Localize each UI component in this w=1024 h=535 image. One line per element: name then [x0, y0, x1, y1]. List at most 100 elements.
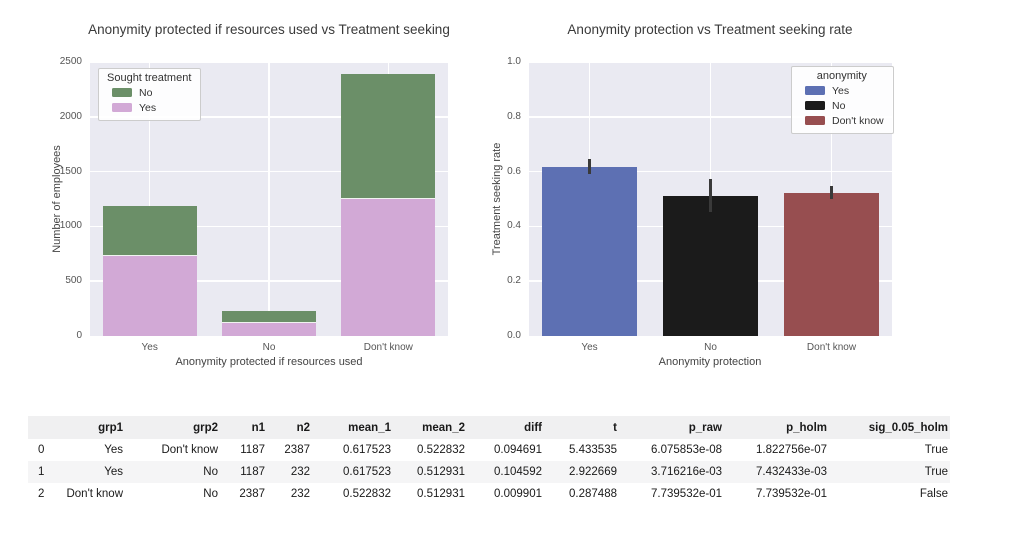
table-cell: No — [203, 488, 218, 500]
mean-bar — [784, 192, 879, 336]
right-legend-title: anonymity — [816, 70, 867, 82]
table-cell: 7.739532e-01 — [756, 488, 827, 500]
legend-label: No — [832, 99, 846, 112]
y-tick-label: 1000 — [59, 220, 82, 232]
y-tick-label: 500 — [65, 275, 82, 287]
column-header: diff — [467, 416, 544, 439]
column-header: mean_2 — [393, 416, 467, 439]
y-tick-label: 2000 — [59, 110, 82, 122]
column-header: mean_1 — [312, 416, 393, 439]
table-cell: 232 — [267, 461, 312, 483]
right-chart-ylabel: Treatment seeking rate — [491, 142, 503, 256]
row-index: 2 — [38, 488, 45, 500]
table-row: 0 Yes Don't know 1187 2387 0.617523 0.522832 0.… — [28, 439, 950, 461]
column-header: sig_0.05_holm — [829, 416, 950, 439]
legend-entry: Yes — [800, 83, 884, 98]
table-cell: 2387 — [284, 444, 310, 456]
right-chart-xlabel: Anonymity protection — [658, 356, 762, 368]
column-header — [28, 416, 58, 439]
table-cell: 2387 — [239, 488, 265, 500]
mean-bar — [542, 166, 637, 336]
row-index: 1 — [28, 461, 58, 483]
column-header: p_holm — [724, 416, 829, 439]
bar-segment-yes — [102, 255, 197, 336]
column-header: grp1 — [58, 416, 125, 439]
legend-swatch — [112, 103, 132, 112]
x-tick-label: Yes — [581, 342, 598, 353]
mean-bar — [663, 195, 758, 336]
error-bar — [588, 159, 591, 175]
table-cell: True — [924, 444, 948, 456]
error-bar — [709, 178, 712, 212]
right-chart-title: Anonymity protection vs Treatment seekin… — [567, 22, 853, 37]
table-row: 1 Yes No 1187 232 0.617523 0.512931 0.104592 2.9… — [28, 461, 950, 483]
column-header: t — [544, 416, 619, 439]
x-tick-label: No — [262, 342, 276, 353]
bar-segment-no — [222, 310, 316, 323]
y-tick-label: 0.2 — [507, 275, 521, 287]
column-header: n1 — [220, 416, 267, 439]
x-tick-label: No — [704, 342, 717, 353]
bar-segment-no — [102, 205, 197, 256]
legend-swatch — [805, 101, 825, 110]
table-row: 2 Don't know No 2387 232 0.522832 0.512931 0.00… — [28, 483, 950, 505]
table-cell: 232 — [290, 488, 310, 500]
bar-segment-no — [341, 74, 436, 200]
legend-entry: No — [800, 98, 884, 113]
left-chart-plot-area — [90, 61, 448, 336]
y-tick-label: 1500 — [59, 165, 82, 177]
x-tick-label: Don't know — [363, 342, 413, 353]
x-tick-label: Yes — [141, 342, 158, 353]
table-cell: Don't know — [66, 488, 123, 500]
table-cell: 7.739532e-01 — [651, 488, 722, 500]
table-cell: 0.512931 — [393, 461, 467, 483]
legend-label: Yes — [832, 84, 850, 97]
row-index: 0 — [38, 444, 45, 456]
table-cell: 6.075853e-08 — [651, 444, 722, 456]
legend-swatch — [112, 88, 132, 97]
table-cell: 0.522832 — [343, 488, 391, 500]
pairwise-comparison-table: grp1 grp2 n1 n2 mean_1 mean_2 diff t p_raw p_holm… — [28, 416, 950, 505]
table-cell: No — [125, 461, 220, 483]
error-bar — [830, 186, 833, 200]
left-chart-xlabel: Anonymity protected if resources used — [175, 356, 363, 368]
legend-swatch — [805, 116, 825, 125]
table-cell: 0.617523 — [312, 461, 393, 483]
legend-label: Yes — [139, 101, 157, 114]
table-cell: 1.822756e-07 — [756, 444, 827, 456]
bar-segment-yes — [341, 199, 436, 336]
legend-swatch — [805, 86, 825, 95]
legend-entry: Don't know — [800, 113, 884, 128]
table-cell: Don't know — [161, 444, 218, 456]
table-cell: 1187 — [220, 461, 267, 483]
y-tick-label: 1.0 — [507, 56, 521, 67]
table-cell: 1187 — [240, 444, 265, 456]
gridline — [268, 62, 270, 336]
y-tick-label: 0.6 — [507, 165, 521, 177]
left-chart-title: Anonymity protected if resources used vs… — [88, 22, 450, 37]
left-chart-ylabel: Number of employees — [51, 145, 63, 253]
table-cell: 0.617523 — [343, 444, 391, 456]
table-cell: 0.009901 — [494, 488, 542, 500]
table-cell: 0.287488 — [569, 488, 617, 500]
y-tick-label: 0 — [76, 330, 82, 341]
legend-entry: Yes — [107, 100, 191, 115]
y-tick-label: 0.0 — [507, 330, 521, 341]
x-tick-label: Don't know — [806, 342, 857, 353]
column-header: n2 — [267, 416, 312, 439]
table-cell: 0.522832 — [417, 444, 465, 456]
right-chart-legend: anonymity Yes No Don't know — [791, 66, 894, 134]
table-cell: Yes — [58, 461, 125, 483]
table-cell: False — [919, 488, 948, 500]
table-cell: 0.094691 — [494, 444, 542, 456]
y-tick-label: 0.4 — [507, 220, 521, 232]
column-header: grp2 — [125, 416, 220, 439]
table-cell: 0.104592 — [467, 461, 544, 483]
gridline — [90, 61, 448, 63]
table-cell: True — [829, 461, 950, 483]
gridline — [148, 62, 151, 336]
table-cell: 2.922669 — [544, 461, 619, 483]
table-cell: Yes — [104, 444, 123, 456]
table-cell: 3.716216e-03 — [619, 461, 724, 483]
